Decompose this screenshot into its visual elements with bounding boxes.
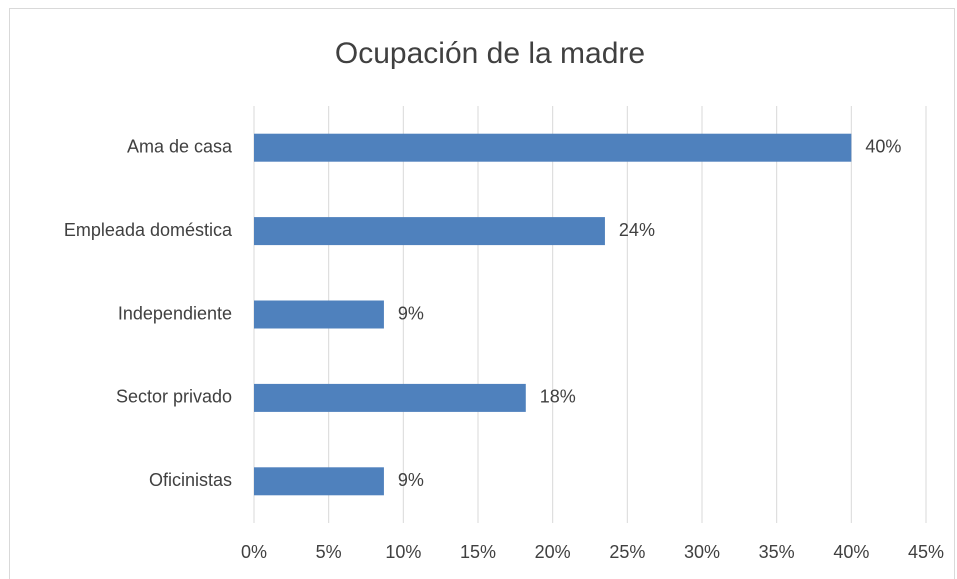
data-label: 9% (398, 470, 424, 490)
x-tick-label: 10% (385, 542, 421, 562)
data-label: 40% (865, 136, 901, 156)
chart-border (9, 8, 955, 579)
bar (254, 133, 852, 162)
x-tick-label: 25% (609, 542, 645, 562)
y-tick-label: Sector privado (116, 387, 232, 407)
bar (254, 383, 526, 412)
bar (254, 217, 605, 246)
x-tick-label: 35% (759, 542, 795, 562)
x-tick-label: 30% (684, 542, 720, 562)
data-label: 18% (540, 387, 576, 407)
x-tick-label: 0% (241, 542, 267, 562)
x-tick-label: 20% (535, 542, 571, 562)
data-label: 9% (398, 303, 424, 323)
x-tick-label: 45% (908, 542, 944, 562)
chart-title: Ocupación de la madre (335, 37, 645, 70)
y-tick-label: Ama de casa (127, 136, 233, 156)
x-tick-label: 5% (316, 542, 342, 562)
data-label: 24% (619, 220, 655, 240)
y-tick-label: Independiente (118, 303, 232, 323)
bar (254, 300, 384, 329)
x-tick-label: 40% (833, 542, 869, 562)
y-tick-label: Empleada doméstica (64, 220, 233, 240)
bar (254, 467, 384, 496)
x-tick-label: 15% (460, 542, 496, 562)
y-tick-label: Oficinistas (149, 470, 232, 490)
